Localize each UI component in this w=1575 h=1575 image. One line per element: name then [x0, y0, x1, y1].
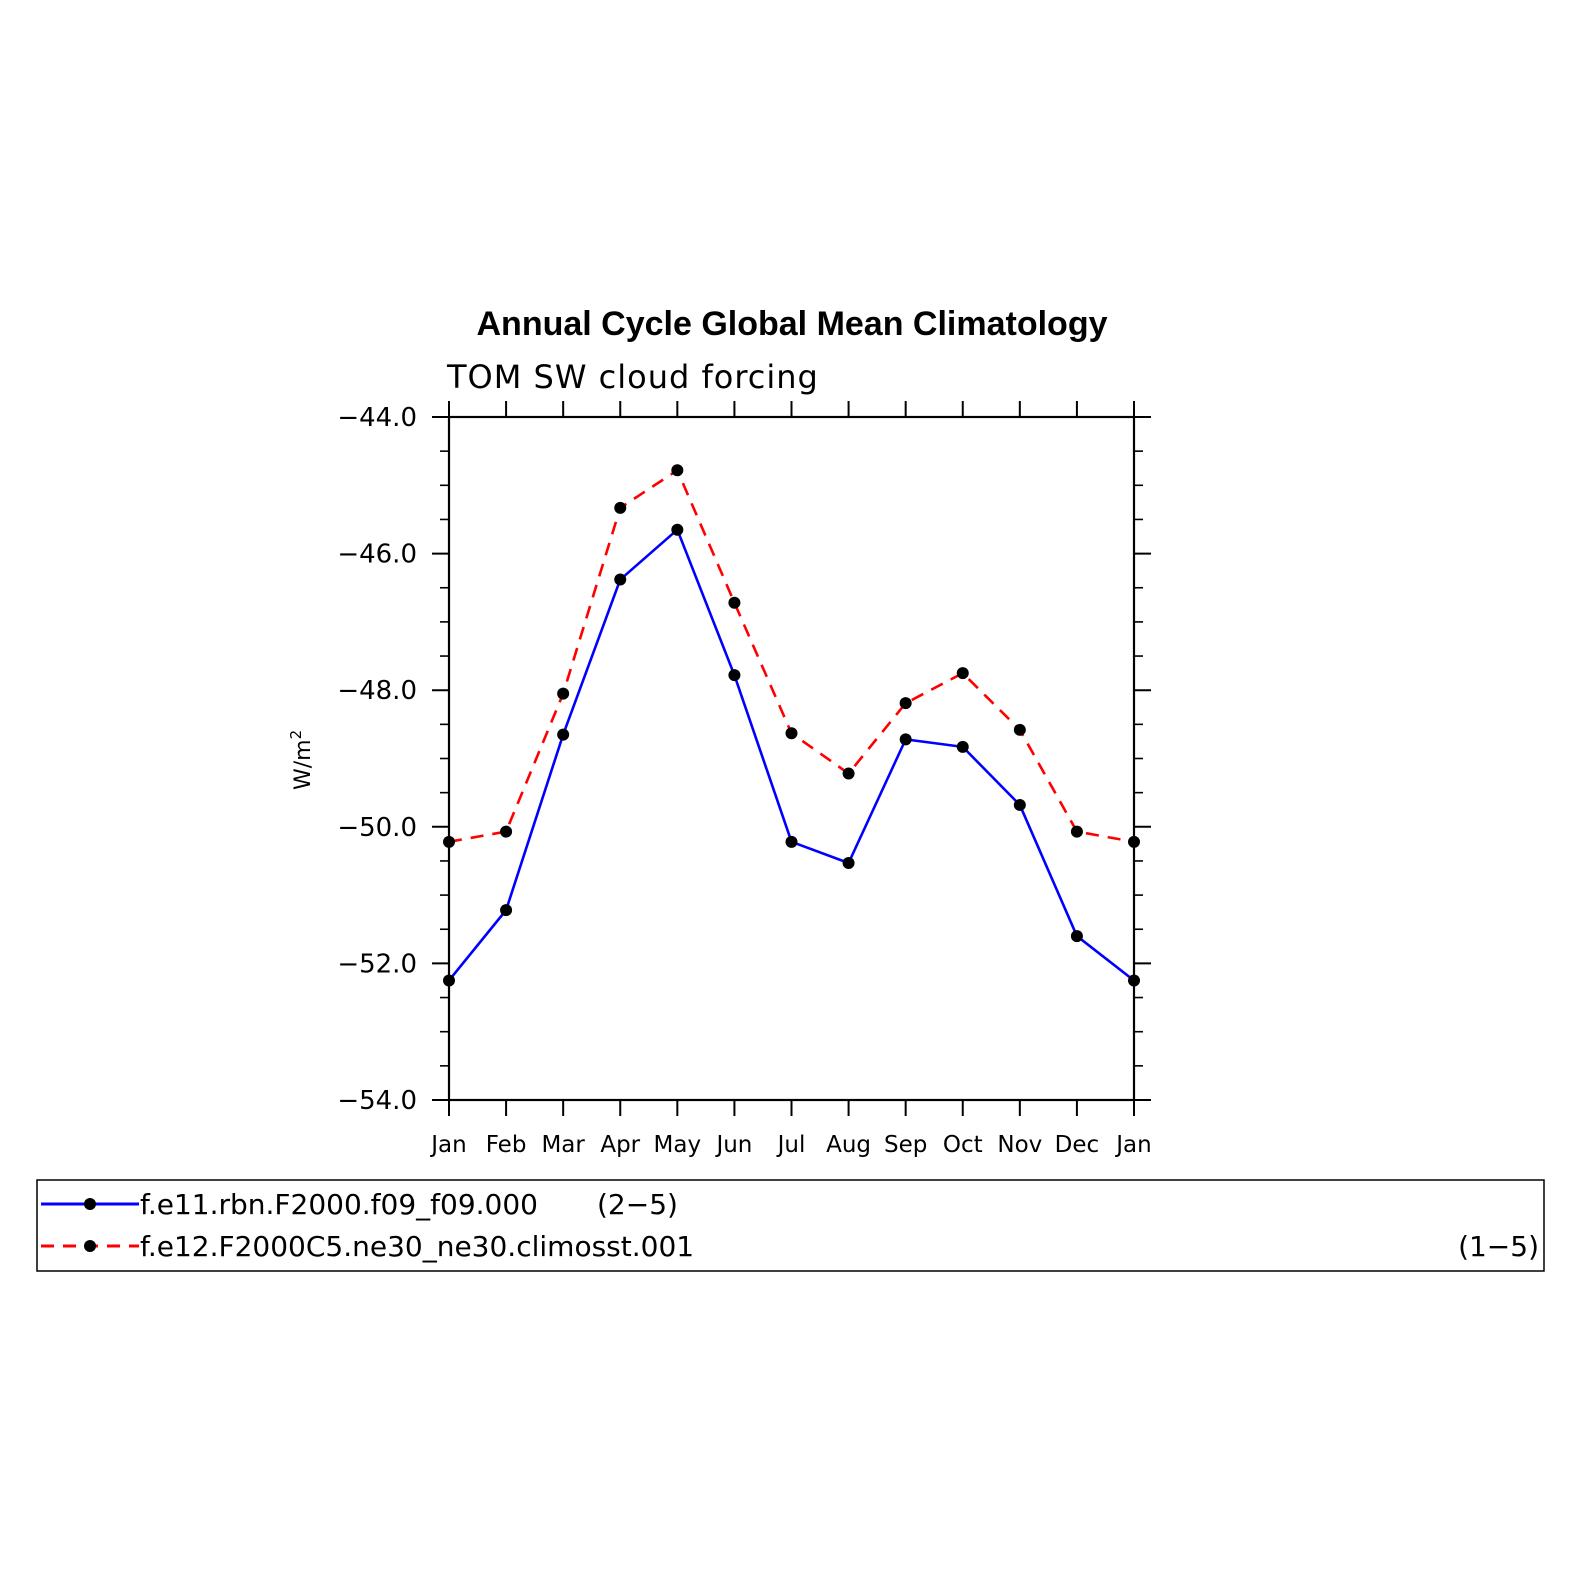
y-tick-label: −52.0 — [337, 949, 417, 979]
x-tick-label: Aug — [826, 1132, 871, 1158]
series-line-2 — [448, 468, 1135, 844]
chart-title: Annual Cycle Global Mean Climatology — [477, 305, 1108, 343]
series-2-point — [1128, 835, 1140, 848]
series-2-point — [614, 501, 627, 514]
legend-label-series-2: f.e12.F2000C5.ne30_ne30.climosst.001 — [140, 1230, 694, 1263]
series-1-point — [842, 856, 855, 869]
x-tick-label: Dec — [1055, 1132, 1100, 1158]
series-2-point — [728, 596, 741, 609]
series-2-point — [557, 687, 570, 700]
x-tick-label: Apr — [600, 1132, 640, 1158]
x-tick-label: Sep — [884, 1132, 927, 1158]
series-1-point — [500, 904, 513, 917]
series-1-point — [1128, 974, 1140, 987]
x-tick-label: Jan — [429, 1132, 466, 1158]
series-layer — [443, 464, 1140, 987]
series-1-point — [614, 573, 627, 586]
axes: Jan Feb Mar Apr May Jun Jul Aug Sep Oct Nov Dec Jan−… — [337, 401, 1152, 1158]
series-2-point — [1013, 723, 1026, 736]
x-tick-label: Feb — [486, 1132, 527, 1158]
y-tick-label: −46.0 — [337, 540, 417, 570]
y-axis-label-unit: W/m — [291, 739, 316, 790]
x-tick-label: Jan — [1114, 1132, 1151, 1158]
legend-marker-series-2 — [84, 1240, 96, 1252]
series-2-point — [1070, 825, 1083, 838]
series-1-point — [728, 669, 741, 682]
x-tick-label: May — [654, 1132, 702, 1158]
series-1-point — [956, 740, 969, 753]
series-2-point — [500, 825, 513, 838]
x-tick-label: Mar — [541, 1132, 585, 1158]
x-tick-label: Nov — [997, 1132, 1042, 1158]
legend-marker-series-1 — [84, 1198, 96, 1210]
series-1-point — [557, 728, 570, 741]
series-2-point — [443, 835, 455, 848]
series-1-point — [899, 733, 912, 746]
legend-suffix-series-2: (1−5) — [1458, 1230, 1539, 1263]
series-1-point — [1070, 930, 1083, 943]
series-1-point — [671, 523, 684, 536]
y-tick-label: −48.0 — [337, 676, 417, 706]
x-tick-label: Jun — [714, 1132, 752, 1158]
series-2-point — [671, 464, 684, 477]
legend-box — [36, 1179, 1545, 1272]
series-2-point — [956, 667, 969, 680]
series-2-point — [785, 727, 798, 740]
x-tick-label: Jul — [776, 1132, 806, 1158]
plot-frame — [447, 415, 1136, 1102]
series-2-point — [899, 697, 912, 710]
y-axis-label-exponent: 2 — [287, 730, 305, 740]
series-1-point — [443, 974, 455, 987]
series-line-1 — [447, 528, 1135, 982]
legend: f.e11.rbn.F2000.f09_f09.000 (2−5) f.e12.… — [36, 1179, 1545, 1272]
y-axis-label: W/m2 — [287, 730, 316, 790]
series-1-point — [785, 835, 798, 848]
series-2-point — [842, 767, 855, 780]
y-tick-label: −54.0 — [337, 1086, 417, 1116]
legend-suffix-series-1: (2−5) — [597, 1188, 678, 1221]
legend-label-series-1: f.e11.rbn.F2000.f09_f09.000 — [140, 1188, 538, 1221]
series-1-point — [1013, 798, 1026, 811]
x-tick-label: Oct — [943, 1132, 983, 1158]
legend-entry-1: f.e11.rbn.F2000.f09_f09.000 (2−5) — [41, 1188, 678, 1221]
y-tick-label: −50.0 — [337, 813, 417, 843]
chart-subtitle: TOM SW cloud forcing — [446, 358, 819, 396]
y-tick-label: −44.0 — [337, 403, 417, 433]
legend-entry-2: f.e12.F2000C5.ne30_ne30.climosst.001 (1−… — [41, 1230, 1539, 1263]
